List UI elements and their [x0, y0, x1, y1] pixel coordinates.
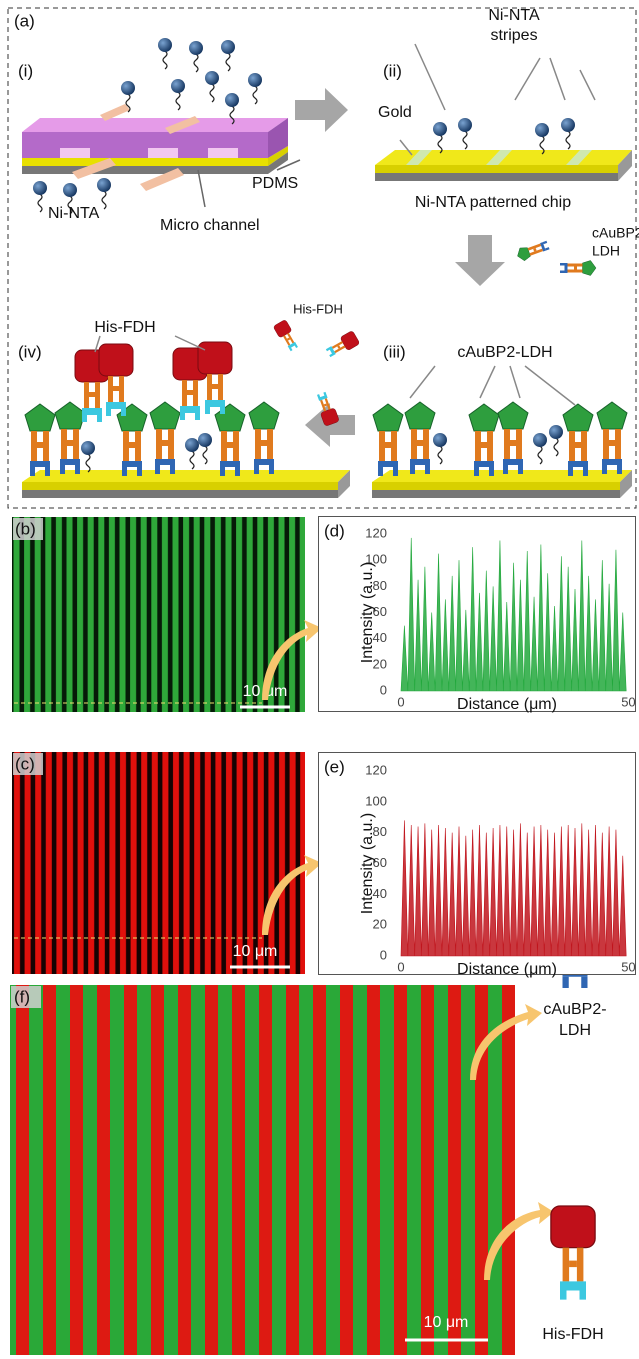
fluorescence-image: [12, 752, 305, 974]
annotation: Ni-NTA: [48, 205, 100, 222]
y-axis-label: Intensity (a.u.): [359, 813, 376, 914]
step-label: (iii): [383, 342, 406, 361]
y-tick-label: 100: [365, 793, 387, 808]
y-tick-label: 0: [380, 682, 387, 697]
icon: [273, 319, 300, 352]
annotation: Micro channel: [160, 217, 260, 234]
patterned-chip: [375, 44, 632, 181]
step-label: (ii): [383, 61, 402, 80]
panel-label: (a): [14, 11, 35, 30]
fdh-chip: [22, 336, 350, 498]
icon: [515, 239, 550, 263]
x-tick-label: 0: [397, 694, 404, 709]
y-axis-label: Intensity (a.u.): [359, 562, 376, 663]
ldh-chip: [372, 366, 632, 498]
annotation: Ni-NTA patterned chip: [415, 194, 571, 211]
scale-label: 10 μm: [424, 1314, 469, 1331]
x-axis-label: Distance (μm): [457, 696, 557, 713]
overlay-image: [10, 985, 515, 1355]
annotation: Ni-NTA: [488, 7, 540, 24]
y-tick-label: 0: [380, 947, 387, 962]
panel-label: (f): [14, 987, 30, 1006]
annotation: Gold: [378, 104, 412, 121]
x-tick-label: 0: [397, 959, 404, 974]
annotation: His-FDH: [542, 1326, 603, 1343]
arrow: [455, 235, 505, 286]
y-tick-label: 120: [365, 762, 387, 777]
step-label: (iv): [18, 342, 42, 361]
annotation: His-FDH: [94, 319, 155, 336]
annotation: cAuBP2-: [592, 225, 639, 241]
annotation: cAuBP2-: [543, 1001, 606, 1018]
scale-label: 10 μm: [233, 943, 278, 960]
panel-label: (b): [15, 519, 36, 538]
figure: (a) (i) (ii) (iii) (iv) PDMS Ni-NTA Micr…: [0, 0, 639, 1359]
icon: [324, 330, 360, 359]
panel-label: (d): [324, 521, 345, 540]
arrow: [295, 88, 348, 132]
fdh-icon: [551, 1206, 595, 1300]
y-tick-label: 20: [373, 917, 387, 932]
annotation: LDH: [559, 1022, 591, 1039]
x-tick-label: 50: [621, 694, 635, 709]
x-axis-label: Distance (μm): [457, 961, 557, 978]
annotation: PDMS: [252, 175, 298, 192]
x-tick-label: 50: [621, 959, 635, 974]
icon: [560, 261, 596, 276]
annotation: His-FDH: [293, 301, 343, 316]
annotation: LDH: [592, 243, 620, 259]
step-label: (i): [18, 61, 33, 80]
panel-label: (e): [324, 757, 345, 776]
panel-label: (c): [15, 754, 35, 773]
annotation: cAuBP2-LDH: [457, 344, 552, 361]
annotation: stripes: [490, 27, 537, 44]
y-tick-label: 120: [365, 525, 387, 540]
